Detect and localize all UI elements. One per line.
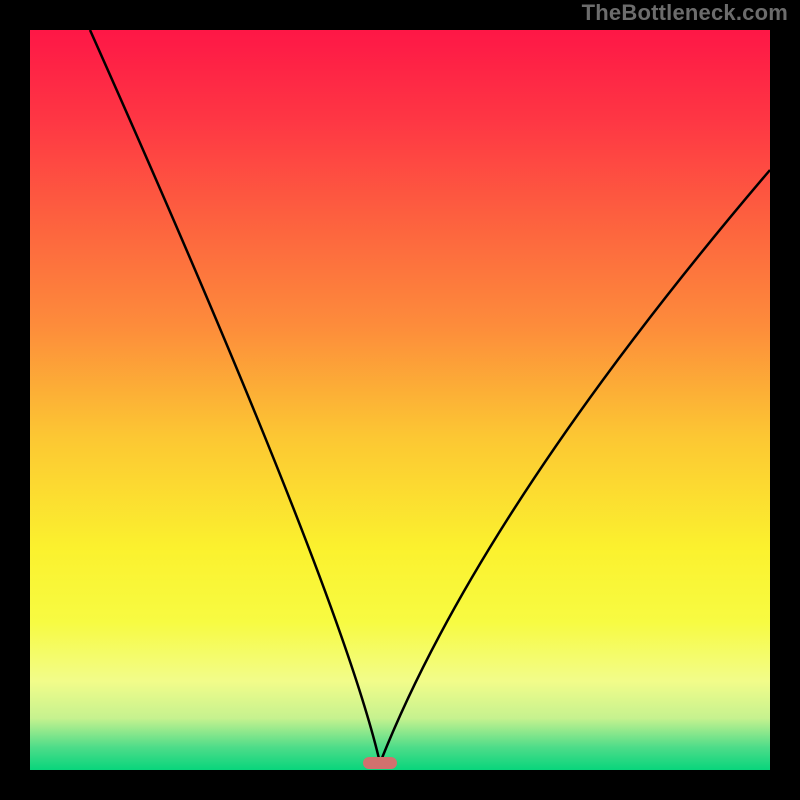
vertex-marker bbox=[363, 757, 397, 769]
plot-area bbox=[30, 30, 770, 770]
curve-svg bbox=[30, 30, 770, 770]
bottleneck-curve bbox=[90, 30, 770, 763]
chart-frame: TheBottleneck.com bbox=[0, 0, 800, 800]
watermark-text: TheBottleneck.com bbox=[582, 0, 788, 26]
